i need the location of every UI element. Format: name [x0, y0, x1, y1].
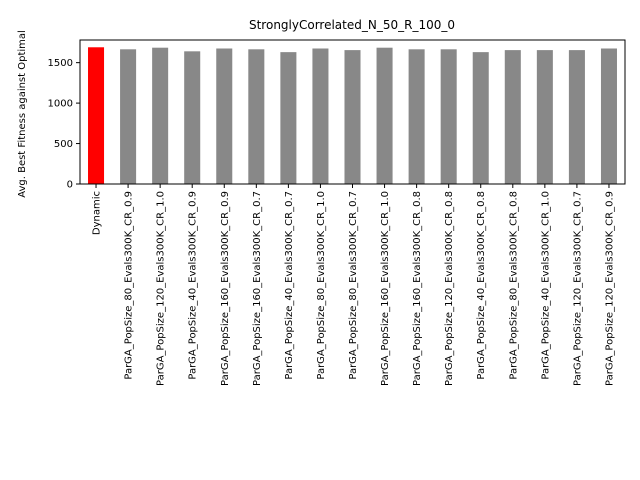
- bar-4: [184, 51, 201, 185]
- plot-frame: [79, 39, 626, 185]
- bar-1: [88, 47, 105, 184]
- y-tick-label-2: 500: [54, 139, 73, 150]
- x-tick-label-11: ParGA_PopSize_160_Evals300K_CR_0.8: [412, 191, 423, 386]
- y-tick-label-4: 1500: [48, 58, 73, 69]
- y-axis-label: Avg. Best Fitness against Optimal: [17, 30, 28, 198]
- x-tick-label-6: ParGA_PopSize_160_Evals300K_CR_0.7: [252, 191, 263, 386]
- bar-14: [504, 50, 521, 184]
- x-tick-label-16: ParGA_PopSize_120_Evals300K_CR_0.7: [572, 191, 583, 386]
- bar-10: [376, 47, 393, 184]
- x-tick-label-12: ParGA_PopSize_120_Evals300K_CR_0.8: [444, 191, 455, 386]
- x-ticks-group: Dynamic ParGA_PopSize_80_Evals300K_CR_0.9…: [92, 184, 615, 386]
- x-tick-label-3: ParGA_PopSize_120_Evals300K_CR_1.0: [156, 191, 167, 386]
- bar-3: [152, 47, 169, 184]
- bar-13: [472, 52, 489, 185]
- x-tick-label-4: ParGA_PopSize_40_Evals300K_CR_0.9: [188, 191, 199, 380]
- x-tick-label-9: ParGA_PopSize_80_Evals300K_CR_0.7: [348, 191, 359, 380]
- y-tick-label-3: 1000: [48, 99, 73, 110]
- chart-title: StronglyCorrelated_N_50_R_100_0: [249, 18, 455, 32]
- bar-6: [248, 49, 265, 184]
- y-tick-label-1: 0: [67, 180, 73, 191]
- x-tick-label-14: ParGA_PopSize_80_Evals300K_CR_0.8: [508, 191, 519, 380]
- x-tick-label-2: ParGA_PopSize_80_Evals300K_CR_0.9: [124, 191, 135, 380]
- bars-group: [88, 47, 617, 185]
- y-ticks-group: 0 500 1000 1500: [48, 58, 80, 191]
- bar-9: [344, 50, 361, 184]
- bar-17: [600, 48, 617, 184]
- bar-5: [216, 48, 233, 184]
- x-tick-label-8: ParGA_PopSize_80_Evals300K_CR_1.0: [316, 191, 327, 380]
- bar-8: [312, 48, 329, 184]
- x-tick-label-1: Dynamic: [92, 191, 103, 235]
- bar-11: [408, 49, 425, 184]
- bar-16: [568, 50, 585, 184]
- x-tick-label-17: ParGA_PopSize_120_Evals300K_CR_0.9: [604, 191, 615, 386]
- bar-2: [120, 49, 137, 184]
- x-tick-label-13: ParGA_PopSize_40_Evals300K_CR_0.8: [476, 191, 487, 380]
- bar-7: [280, 52, 297, 185]
- x-tick-label-15: ParGA_PopSize_40_Evals300K_CR_1.0: [540, 191, 551, 380]
- bar-12: [440, 49, 457, 184]
- x-tick-label-7: ParGA_PopSize_40_Evals300K_CR_0.7: [284, 191, 295, 380]
- x-tick-label-5: ParGA_PopSize_160_Evals300K_CR_0.9: [220, 191, 231, 386]
- bar-15: [536, 50, 553, 184]
- x-tick-label-10: ParGA_PopSize_160_Evals300K_CR_1.0: [380, 191, 391, 386]
